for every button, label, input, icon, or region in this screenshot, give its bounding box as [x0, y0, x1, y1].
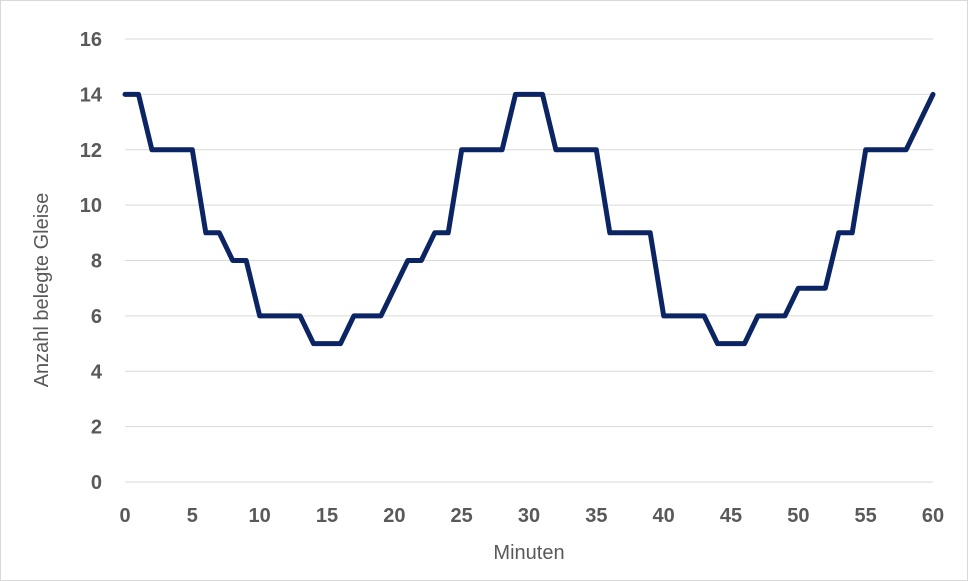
series-group [122, 91, 936, 347]
y-tick-label: 10 [80, 195, 102, 217]
y-tick-label: 16 [80, 29, 102, 51]
y-tick-label: 12 [80, 140, 102, 162]
y-axis-ticks: 0 2 4 6 8 10 12 14 16 [80, 29, 103, 494]
x-tick-label: 35 [585, 505, 607, 527]
y-tick-label: 8 [91, 251, 102, 273]
x-tick-label: 0 [119, 505, 130, 527]
x-tick-label: 25 [451, 505, 473, 527]
y-tick-label: 14 [80, 84, 103, 106]
y-axis-label: Anzahl belegte Gleise [31, 193, 53, 388]
x-tick-label: 20 [383, 505, 405, 527]
x-tick-label: 30 [518, 505, 540, 527]
x-tick-label: 55 [855, 505, 877, 527]
x-axis-ticks: 0 5 10 15 20 25 30 35 40 45 50 55 60 [119, 505, 944, 527]
x-axis-label: Minuten [493, 542, 564, 564]
x-tick-label: 40 [653, 505, 675, 527]
series-line-0 [122, 91, 936, 347]
x-tick-label: 60 [922, 505, 944, 527]
y-tick-label: 2 [91, 417, 102, 439]
x-tick-label: 10 [249, 505, 271, 527]
x-tick-label: 50 [787, 505, 809, 527]
y-tick-label: 4 [91, 361, 103, 383]
y-tick-label: 6 [91, 306, 102, 328]
x-tick-label: 15 [316, 505, 338, 527]
y-tick-label: 0 [91, 472, 102, 494]
x-tick-label: 5 [187, 505, 198, 527]
x-tick-label: 45 [720, 505, 742, 527]
